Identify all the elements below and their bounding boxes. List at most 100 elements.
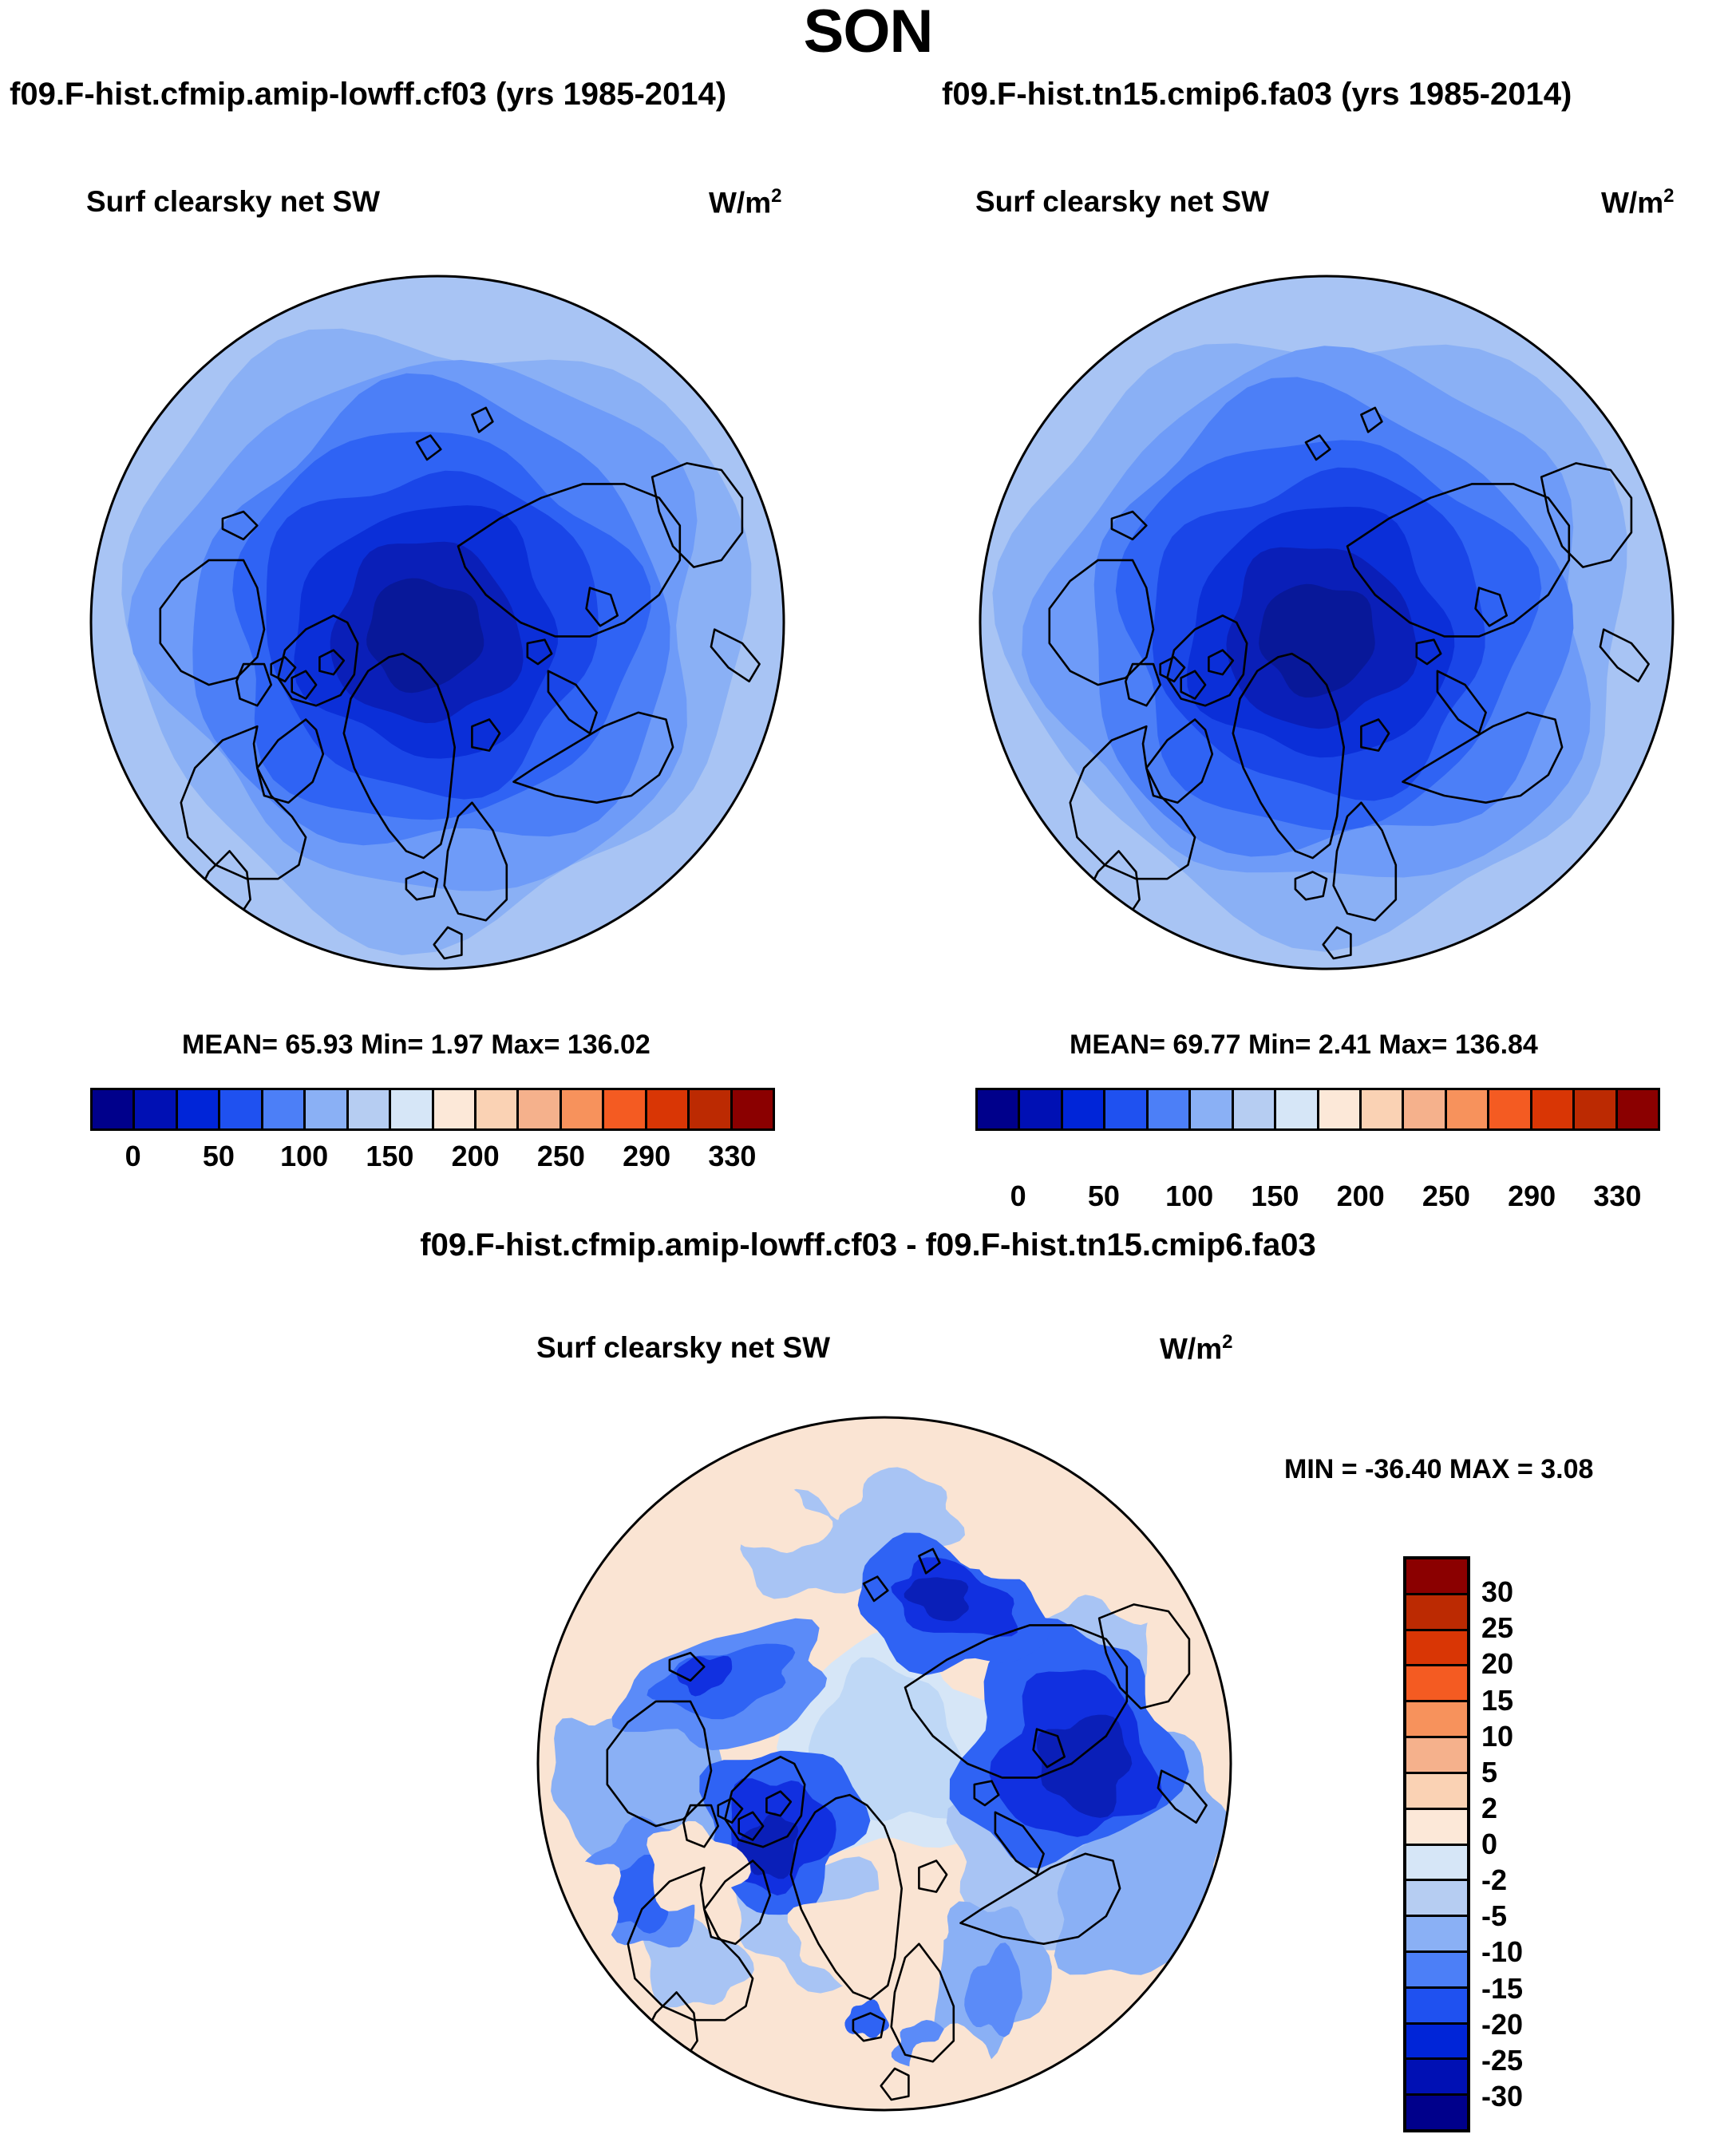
colorbar-band [1532,1090,1576,1128]
coastline [471,406,494,433]
coastline [1474,587,1508,627]
coastline [291,670,318,700]
coastline [512,711,674,804]
diff-panel-variable-label: Surf clearsky net SW [536,1331,831,1364]
colorbar-band [433,1090,477,1128]
coastline [717,1797,744,1824]
colorbar-left-ticklabels: 0 50 100 150 200 250 290 330 [90,1140,775,1180]
coastline [547,670,598,735]
contour-band [676,1655,733,1697]
coastline [433,926,463,960]
diff-units-text: W/m [1160,1332,1223,1365]
coastline [724,1756,806,1848]
coastline [1415,638,1442,666]
colorbar-band [1105,1090,1149,1128]
colorbar-tick-label: -10 [1481,1935,1524,1969]
colorbar-tick-label: 250 [536,1140,585,1172]
colorbar-band [1617,1090,1658,1128]
colorbar-tick-label: 30 [1481,1575,1514,1609]
coastline [1208,649,1235,676]
colorbar-band [1406,2096,1467,2129]
coastline [443,801,508,922]
coastline [973,1780,1000,1807]
coastline [789,1793,903,2001]
coastline [1145,718,1214,804]
colorbar-band [1575,1090,1618,1128]
map-boundary-circle [979,275,1675,970]
coastline [1360,406,1383,433]
colorbar-band [220,1090,263,1128]
coastline [1048,559,1155,686]
coastline [1159,656,1186,683]
colorbar-band [391,1090,434,1128]
colorbar-horizontal-left [90,1088,775,1131]
colorbar-band [1276,1090,1319,1128]
colorbar-band [135,1090,178,1128]
colorbar-tick-label: 150 [366,1140,414,1172]
colorbar-band [1148,1090,1192,1128]
right-panel-units-label: W/m2 [1601,185,1674,219]
coastline [1346,483,1571,638]
colorbar-tick-label: -25 [1481,2043,1524,2077]
colorbar-tick-label: -30 [1481,2079,1524,2112]
colorbar-tick-label: 330 [708,1140,757,1172]
coastline [606,1700,713,1828]
coastline [471,718,501,752]
colorbar-tick-label: 100 [1165,1180,1214,1212]
coastline [682,1804,719,1848]
colorbar-band [647,1090,690,1128]
colorbar-band [1446,1090,1490,1128]
colorbar-band [690,1090,733,1128]
contour-band [964,1943,1022,2037]
coastline [235,662,272,707]
colorbar-band [1062,1090,1106,1128]
coastline [1322,926,1352,960]
coastline [651,462,744,568]
coastline [880,2067,910,2101]
colorbar-tick-label: 290 [1508,1180,1556,1212]
colorbar-band [476,1090,520,1128]
case-title-right: f09.F-hist.tn15.cmip6.fa03 (yrs 1985-201… [942,77,1572,112]
colorbar-vertical-difference [1403,1556,1470,2132]
colorbar-tick-label: 5 [1481,1755,1498,1788]
page-title: SON [803,0,934,65]
coastline [1157,1769,1208,1824]
coastline [1360,718,1390,752]
polar-map-right [975,271,1678,974]
coastline [1599,628,1650,683]
coastline [180,725,307,880]
colorbar-band [1406,2024,1467,2061]
colorbar-band [348,1090,392,1128]
right-units-exponent: 2 [1663,185,1675,207]
coastline [1180,670,1207,700]
colorbar-band [519,1090,562,1128]
contour-band [736,1488,833,1553]
colorbar-tick-label: 20 [1481,1647,1514,1681]
colorbar-band [1406,1881,1467,1918]
coastline [256,718,325,804]
diff-panel-stats: MIN = -36.40 MAX = 3.08 [1284,1454,1594,1484]
coastline [703,1860,772,1945]
coastline [1069,725,1196,880]
colorbar-band [93,1090,136,1128]
coastline [904,1624,1129,1779]
colorbar-band [1406,1809,1467,1846]
coastline [405,871,439,901]
colorbar-band [1406,1630,1467,1667]
colorbar-band [978,1090,1021,1128]
contour-band [692,1995,806,2066]
colorbar-tick-label: -20 [1481,2007,1524,2041]
coastline [526,638,553,666]
right-panel-variable-label: Surf clearsky net SW [975,185,1270,218]
coastline [852,2012,886,2042]
colorbar-tick-label: -2 [1481,1863,1508,1897]
colorbar-tick-label: 200 [1336,1180,1385,1212]
coastline [959,1852,1121,1945]
coastline [1232,652,1345,860]
coastline [457,483,682,638]
map-boundary-circle [89,275,785,970]
colorbar-tick-label: 50 [202,1140,235,1172]
left-units-exponent: 2 [771,185,782,207]
left-panel-variable-label: Surf clearsky net SW [86,185,381,218]
map-boundary-circle [536,1416,1232,2112]
